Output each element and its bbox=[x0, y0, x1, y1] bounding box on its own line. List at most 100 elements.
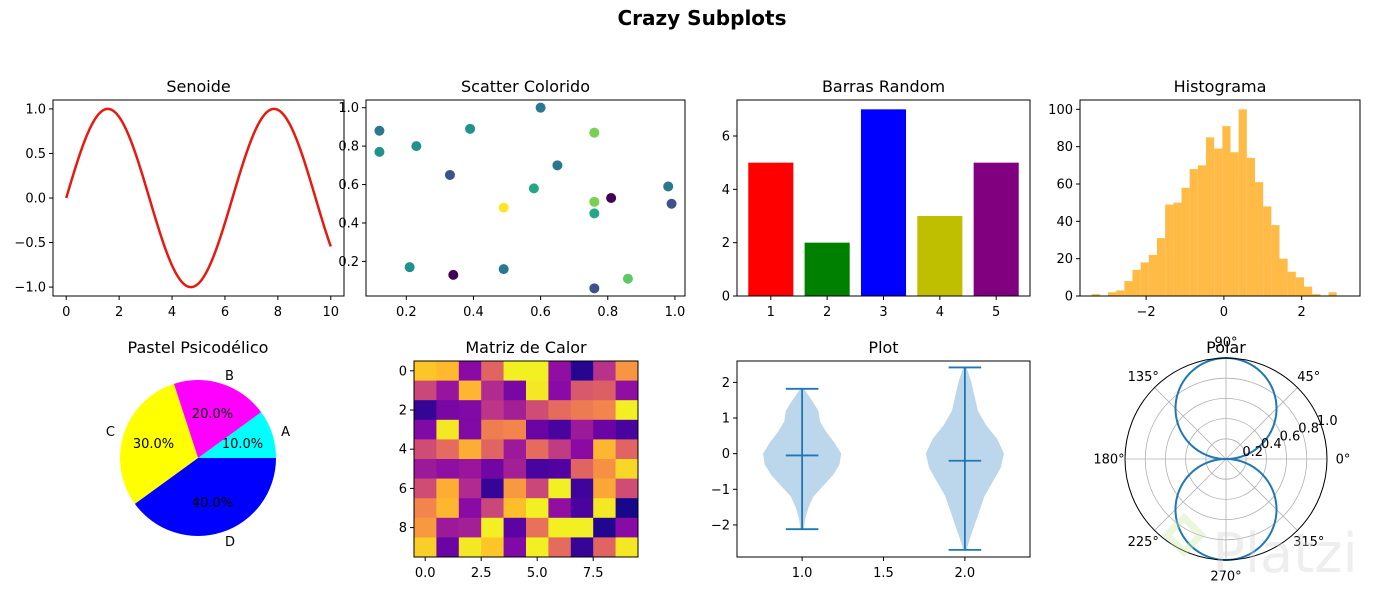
heatmap-cell bbox=[593, 439, 616, 460]
heatmap-cell bbox=[593, 517, 616, 538]
heatmap-cell bbox=[526, 459, 549, 479]
histogram-bar bbox=[1116, 290, 1125, 296]
heatmap-cell bbox=[526, 517, 549, 538]
watermark: Platzi bbox=[1162, 513, 1358, 585]
x-tick-label: 5 bbox=[992, 305, 1000, 320]
subplot-title: Senoide bbox=[166, 77, 230, 96]
heatmap-cell bbox=[615, 400, 639, 421]
heatmap-cell bbox=[503, 439, 527, 460]
x-tick-label: 1.0 bbox=[665, 305, 686, 320]
histogram-bar bbox=[1173, 202, 1182, 296]
y-tick-label: 0 bbox=[399, 364, 407, 379]
theta-tick-label: 135° bbox=[1128, 370, 1159, 385]
histogram-bar bbox=[1165, 204, 1174, 296]
heatmap-cell bbox=[414, 400, 437, 421]
heatmap-cell bbox=[570, 400, 594, 421]
heatmap-cell bbox=[593, 537, 616, 558]
x-tick-label: 0.0 bbox=[415, 566, 436, 581]
histogram-bar bbox=[1255, 182, 1264, 296]
heatmap-cell bbox=[436, 361, 460, 381]
subplot-title: Pastel Psicodélico bbox=[128, 338, 269, 357]
heatmap-cell bbox=[414, 517, 437, 538]
heatmap-cell bbox=[503, 498, 527, 519]
heatmap-cell bbox=[458, 380, 482, 401]
y-tick-label: −1.0 bbox=[14, 281, 46, 296]
heatmap-cell bbox=[414, 478, 437, 499]
y-tick-label: 0.8 bbox=[338, 140, 359, 155]
pie-slice bbox=[198, 412, 276, 458]
y-tick-label: 1.0 bbox=[25, 102, 46, 117]
heatmap-cell bbox=[481, 459, 504, 479]
histogram-bar bbox=[1181, 187, 1190, 296]
histogram-bar bbox=[1263, 206, 1272, 296]
scatter-point bbox=[465, 123, 476, 134]
pie-slice bbox=[173, 380, 262, 458]
heatmap-cell bbox=[615, 361, 639, 381]
subplot-title: Histograma bbox=[1174, 77, 1267, 96]
heatmap-cell bbox=[503, 419, 527, 440]
heatmap-cell bbox=[526, 498, 549, 519]
heatmap-cell bbox=[570, 517, 594, 538]
heatmap-cell bbox=[436, 439, 460, 460]
heatmap-cell bbox=[414, 419, 437, 440]
y-tick-label: 0.0 bbox=[25, 192, 46, 207]
heatmap-cell bbox=[436, 537, 460, 558]
y-tick-label: 0.6 bbox=[338, 178, 359, 193]
x-tick-label: 4 bbox=[168, 305, 176, 320]
heatmap-cell bbox=[458, 459, 482, 479]
heatmap-cell bbox=[436, 419, 460, 440]
pie-pct-label: 20.0% bbox=[192, 407, 233, 422]
pie-label: C bbox=[106, 425, 115, 440]
heatmap-cell bbox=[414, 537, 437, 558]
bar bbox=[860, 109, 907, 296]
bar bbox=[748, 162, 794, 296]
heatmap-cell bbox=[526, 400, 549, 421]
heatmap-cell bbox=[436, 517, 460, 538]
pie-pct-label: 40.0% bbox=[192, 496, 233, 511]
histogram-bar bbox=[1279, 258, 1288, 296]
subplot-scatter: Scatter Colorido 0.2 0.4 0.6 0.8 1.0 0.2 0.4 0.6… bbox=[338, 77, 686, 320]
histogram-bar bbox=[1246, 157, 1255, 296]
y-tick-label: 6 bbox=[399, 482, 407, 497]
scatter-point bbox=[374, 125, 385, 136]
theta-tick-label: 180° bbox=[1093, 453, 1124, 468]
scatter-point bbox=[589, 127, 600, 138]
y-tick-label: 80 bbox=[1056, 140, 1073, 155]
theta-tick-label: 45° bbox=[1297, 370, 1320, 385]
scatter-point bbox=[666, 198, 677, 209]
heatmap-cell bbox=[526, 419, 549, 440]
histogram-bar bbox=[1328, 292, 1337, 296]
subplot-pie: Pastel Psicodélico 10.0% A 20.0% B 30.0% C 40.0… bbox=[106, 338, 290, 550]
scatter-point bbox=[589, 196, 600, 207]
subplot-title: Plot bbox=[868, 338, 898, 357]
histogram-bar bbox=[1271, 225, 1280, 296]
heatmap-cell bbox=[526, 478, 549, 499]
polar-line bbox=[1174, 356, 1278, 562]
heatmap-cell bbox=[570, 498, 594, 519]
x-tick-label: 4 bbox=[936, 305, 944, 320]
y-tick-label: 4 bbox=[722, 183, 730, 198]
pie-label: D bbox=[225, 535, 235, 550]
histogram-bar bbox=[1206, 137, 1215, 296]
y-tick-label: −0.5 bbox=[14, 236, 46, 251]
x-tick-label: 6 bbox=[221, 305, 229, 320]
bar bbox=[917, 216, 963, 296]
x-tick-label: −2 bbox=[1137, 305, 1156, 320]
theta-tick-label: 315° bbox=[1293, 535, 1324, 550]
x-tick-label: 2 bbox=[1298, 305, 1306, 320]
polar-grid-spoke bbox=[1225, 387, 1298, 460]
r-tick-label: 0.2 bbox=[1242, 445, 1263, 460]
polar-grid-spoke bbox=[1225, 458, 1298, 531]
theta-tick-label: 90° bbox=[1214, 336, 1237, 351]
y-tick-label: 0 bbox=[722, 447, 730, 462]
histogram-bar bbox=[1124, 281, 1133, 296]
heatmap-cell bbox=[458, 439, 482, 460]
bar bbox=[973, 162, 1019, 296]
heatmap-cell bbox=[593, 361, 616, 381]
y-tick-label: 1.0 bbox=[338, 101, 359, 116]
histogram-bar bbox=[1230, 152, 1239, 296]
heatmap-cell bbox=[615, 380, 639, 401]
polar-grid-spoke bbox=[1154, 458, 1227, 531]
histogram-bar bbox=[1148, 254, 1157, 296]
